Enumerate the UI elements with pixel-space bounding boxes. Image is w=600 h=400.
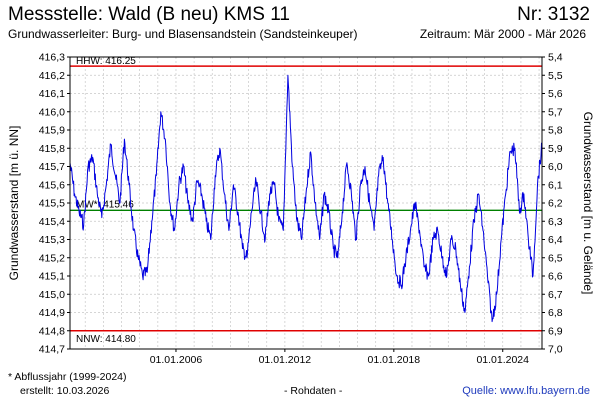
y2-tick-label: 6,1 [548,179,563,191]
y-tick-label: 416,2 [39,70,65,82]
ref-line-label: NNW: 414.80 [76,334,136,345]
y-tick-label: 416,3 [39,52,65,64]
station-number: Nr: 3132 [517,4,590,25]
y2-axis-label: Grundwasserstand [m u. Gelände] [581,112,595,295]
groundwater-series-line [69,74,543,323]
y-tick-label: 415,0 [39,289,65,301]
y2-tick-label: 6,8 [548,307,563,319]
y2-tick-label: 6,5 [548,252,563,264]
y2-tick-label: 6,7 [548,289,563,301]
y-tick-label: 415,2 [39,252,65,264]
aquifer-info: Grundwasserleiter: Burg- und Blasensands… [8,27,358,41]
y-tick-label: 415,9 [39,125,65,137]
y-tick-label: 414,7 [39,344,65,356]
y-tick-label: 414,9 [39,307,65,319]
y-tick-label: 415,8 [39,143,65,155]
y-tick-label: 416,0 [39,106,65,118]
x-tick-label: 01.01.2018 [368,354,421,366]
y-tick-label: 415,7 [39,161,65,173]
y2-tick-label: 5,5 [548,70,563,82]
y-tick-label: 415,6 [39,179,65,191]
y-tick-label: 414,8 [39,325,65,337]
footnote: * Abflussjahr (1999-2024) [8,371,127,383]
x-tick-label: 01.01.2006 [150,354,203,366]
y-tick-label: 415,4 [39,216,65,228]
y2-tick-label: 7,0 [548,344,563,356]
y2-tick-label: 5,4 [548,52,563,64]
page-title: Messstelle: Wald (B neu) KMS 11 [8,4,290,25]
y-tick-label: 415,5 [39,198,65,210]
y-tick-label: 415,1 [39,271,65,283]
y2-tick-label: 6,4 [548,234,563,246]
y-axis-label: Grundwasserstand [m ü. NN] [7,126,21,281]
ref-line-label: MW*: 415.46 [76,199,134,210]
y-tick-label: 415,3 [39,234,65,246]
y2-tick-label: 6,2 [548,198,563,210]
y2-tick-label: 5,6 [548,88,563,100]
created-date: erstellt: 10.03.2026 [20,385,110,397]
y-tick-label: 416,1 [39,88,65,100]
period-info: Zeitraum: Mär 2000 - Mär 2026 [419,27,586,41]
y2-tick-label: 5,9 [548,143,563,155]
x-tick-label: 01.01.2024 [476,354,529,366]
y2-tick-label: 5,7 [548,106,563,118]
y2-tick-label: 6,0 [548,161,563,173]
x-tick-label: 01.01.2012 [259,354,312,366]
raw-data-note: - Rohdaten - [284,385,343,397]
y2-tick-label: 6,9 [548,325,563,337]
ref-line-label: HHW: 416.25 [76,56,136,67]
y2-tick-label: 6,3 [548,216,563,228]
source-link[interactable]: Quelle: www.lfu.bayern.de [462,385,590,397]
y2-tick-label: 5,8 [548,125,563,137]
y2-tick-label: 6,6 [548,271,563,283]
